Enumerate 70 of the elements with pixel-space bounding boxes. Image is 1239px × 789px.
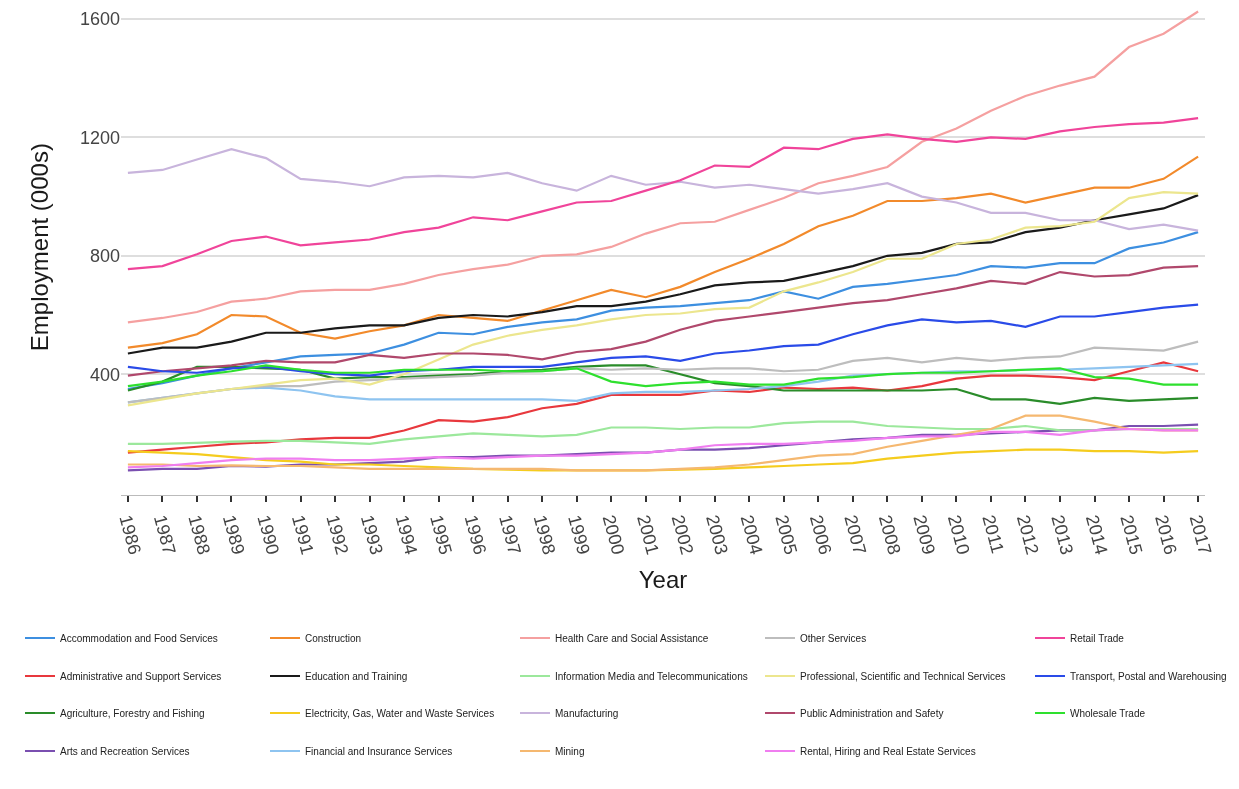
x-tick-label: 2011 <box>978 512 1008 556</box>
line-series <box>126 361 1200 454</box>
x-tick-label: 1996 <box>460 512 491 557</box>
legend-label: Education and Training <box>305 670 408 682</box>
line-series <box>126 191 1200 407</box>
x-tick-label: 2009 <box>909 512 940 557</box>
legend-label: Manufacturing <box>555 707 619 719</box>
x-tick-label: 2013 <box>1047 512 1078 557</box>
x-tick-label: 1997 <box>495 512 525 557</box>
line-series <box>126 340 1200 404</box>
x-tick-label: 2007 <box>840 512 870 557</box>
x-tick-label: 2005 <box>771 512 801 557</box>
legend-label: Health Care and Social Assistance <box>555 632 709 644</box>
y-tick-label: 1600 <box>79 9 120 30</box>
legend-label: Accommodation and Food Services <box>60 632 218 644</box>
x-tick-label: 1987 <box>149 512 180 557</box>
x-tick-label: 2017 <box>1185 512 1216 557</box>
x-axis-title: Year <box>638 565 688 593</box>
legend-label: Rental, Hiring and Real Estate Services <box>800 745 976 757</box>
line-series <box>126 364 1200 388</box>
legend-label: Wholesale Trade <box>1070 707 1146 719</box>
line-series <box>126 10 1200 324</box>
x-tick-label: 2016 <box>1151 512 1181 557</box>
legend-label: Arts and Recreation Services <box>60 745 190 757</box>
x-tick-label: 2015 <box>1116 512 1147 557</box>
x-tick-label: 1989 <box>218 512 249 557</box>
legend-label: Mining <box>555 745 585 757</box>
line-series <box>126 265 1200 377</box>
x-tick-label: 2008 <box>874 512 905 557</box>
line-series <box>126 148 1200 232</box>
x-tick-label: 1986 <box>115 512 146 557</box>
x-tick-label: 2001 <box>633 512 663 557</box>
legend-label: Electricity, Gas, Water and Waste Services <box>305 707 495 719</box>
x-tick-label: 2004 <box>736 512 767 557</box>
x-tick-label: 1995 <box>426 512 456 557</box>
legend-label: Professional, Scientific and Technical Services <box>800 670 1006 682</box>
x-tick-label: 1998 <box>529 512 560 557</box>
y-axis-title: Employment (000s) <box>26 143 54 352</box>
legend-label: Transport, Postal and Warehousing <box>1070 670 1227 682</box>
line-series <box>126 194 1200 355</box>
x-tick-label: 1994 <box>391 512 422 557</box>
y-tick-label: 1200 <box>79 127 120 148</box>
line-series <box>126 117 1200 271</box>
legend-label: Financial and Insurance Services <box>305 745 453 757</box>
line-series <box>126 231 1200 391</box>
legend-label: Retail Trade <box>1070 632 1125 644</box>
x-tick-label: 2010 <box>943 512 974 557</box>
x-tick-label: 2003 <box>702 512 732 557</box>
legend-label: Agriculture, Forestry and Fishing <box>60 707 205 719</box>
line-series <box>126 420 1200 445</box>
x-tick-label: 2000 <box>598 512 629 557</box>
legend-label: Public Administration and Safety <box>800 707 944 719</box>
x-tick-label: 1991 <box>287 512 318 557</box>
x-tick-label: 1988 <box>184 512 215 557</box>
x-tick-label: 2006 <box>805 512 836 557</box>
legend-label: Construction <box>305 632 362 644</box>
x-tick-label: 1992 <box>322 512 353 557</box>
legend-label: Other Services <box>800 632 867 644</box>
line-series <box>126 303 1200 377</box>
y-tick-label: 400 <box>89 364 120 385</box>
line-series <box>126 155 1200 349</box>
x-tick-label: 2014 <box>1081 512 1112 557</box>
x-tick-label: 1990 <box>253 512 284 557</box>
x-tick-label: 1993 <box>357 512 387 557</box>
x-tick-label: 2012 <box>1012 512 1043 557</box>
x-tick-label: 2002 <box>667 512 698 557</box>
x-tick-label: 1999 <box>564 512 594 557</box>
y-tick-label: 800 <box>89 246 120 267</box>
legend-label: Information Media and Telecommunications <box>555 670 748 682</box>
legend-label: Administrative and Support Services <box>60 670 222 682</box>
